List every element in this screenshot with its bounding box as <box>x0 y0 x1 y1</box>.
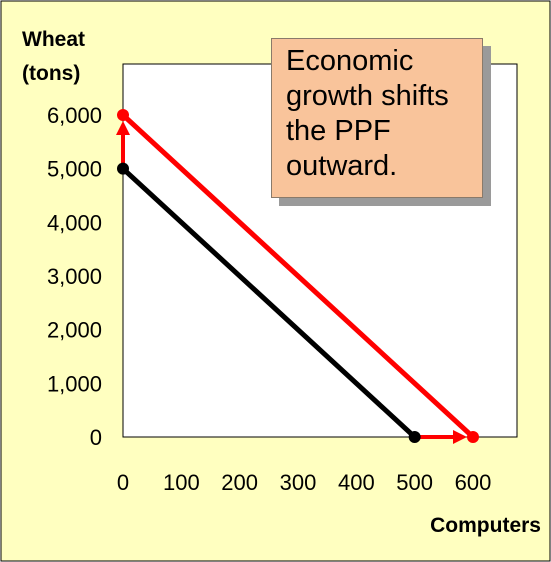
x-tick-label: 100 <box>163 470 200 495</box>
horizontal-shift-arrow-head <box>453 430 467 444</box>
y-tick-label: 0 <box>90 425 102 450</box>
shifted-ppf-x-intercept-point <box>467 431 479 443</box>
y-tick-label: 4,000 <box>47 210 102 235</box>
y-tick-label: 5,000 <box>47 157 102 182</box>
x-tick-label: 500 <box>396 470 433 495</box>
y-tick-label: 1,000 <box>47 371 102 396</box>
shifted-ppf-y-intercept-point <box>117 109 129 121</box>
y-axis-ticks: 0 1,000 2,000 3,000 4,000 5,000 6,000 <box>47 103 102 450</box>
y-tick-label: 2,000 <box>47 318 102 343</box>
shifted-ppf-line <box>120 112 476 440</box>
original-ppf-line <box>120 166 418 440</box>
x-tick-label: 0 <box>117 470 129 495</box>
y-axis-title-line-1: Wheat <box>22 28 85 51</box>
arrow-layer <box>116 121 467 444</box>
vertical-shift-arrow-head <box>116 121 130 135</box>
x-tick-label: 400 <box>338 470 375 495</box>
annotation-text: Economic growth shifts the PPF outward. <box>286 45 449 182</box>
x-tick-label: 200 <box>221 470 258 495</box>
y-tick-label: 6,000 <box>47 103 102 128</box>
y-tick-label: 3,000 <box>47 264 102 289</box>
y-axis-title-line-2: (tons) <box>22 62 80 85</box>
x-tick-label: 600 <box>455 470 492 495</box>
annotation-box: Economic growth shifts the PPF outward. <box>271 38 483 198</box>
series-layer <box>120 112 476 440</box>
x-tick-label: 300 <box>280 470 317 495</box>
original-ppf-x-intercept-point <box>408 431 421 443</box>
point-layer <box>117 109 479 443</box>
x-axis-ticks: 0 100 200 300 400 500 600 <box>117 470 491 495</box>
original-ppf-y-intercept-point <box>117 162 129 175</box>
x-axis-title: Computers <box>430 514 541 537</box>
